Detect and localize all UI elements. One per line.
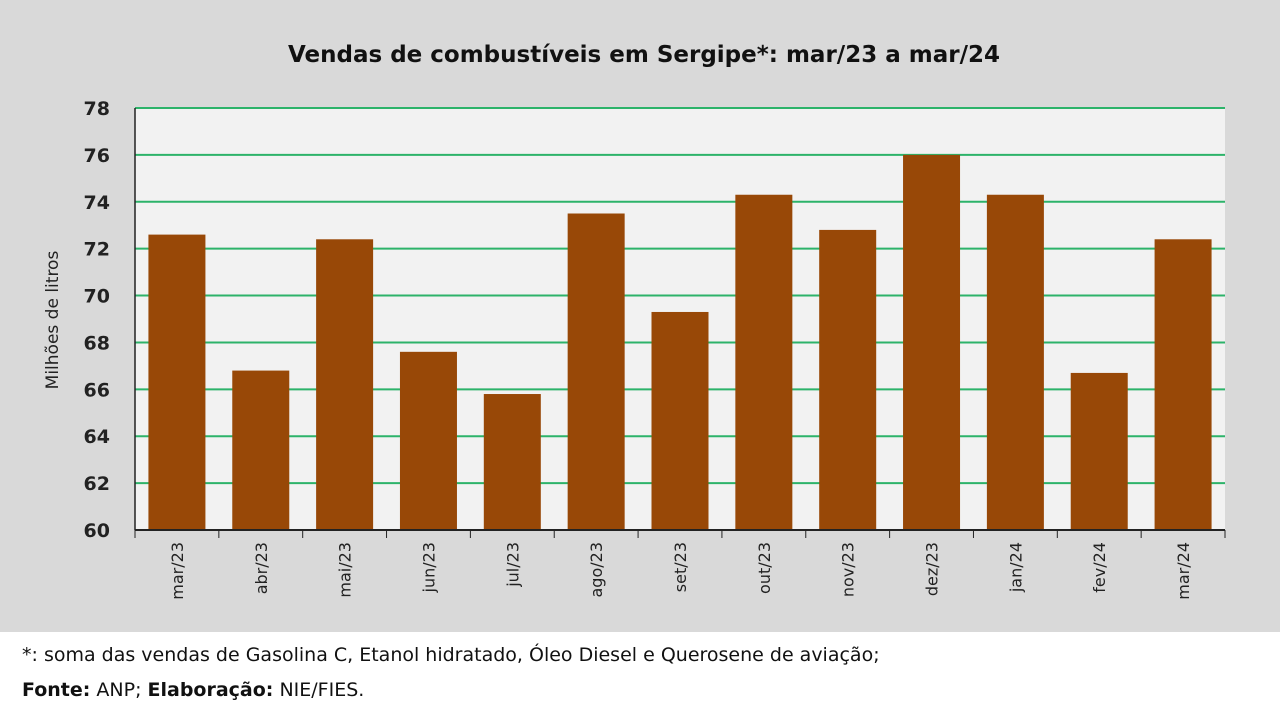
y-tick-label: 66	[84, 379, 110, 401]
bar-chart: Vendas de combustíveis em Sergipe*: mar/…	[43, 42, 1226, 600]
source-label: Fonte:	[22, 679, 91, 701]
elaboration-value: NIE/FIES.	[273, 679, 365, 701]
y-tick-label: 76	[84, 145, 110, 167]
bar-mai/23	[316, 239, 374, 531]
y-tick-label: 60	[84, 520, 110, 542]
x-tick-label: set/23	[671, 542, 690, 592]
source-value: ANP;	[90, 679, 148, 701]
x-tick-label: dez/23	[923, 542, 942, 596]
elaboration-label: Elaboração:	[147, 679, 274, 701]
x-tick-label: out/23	[755, 542, 774, 594]
footer: *: soma das vendas de Gasolina C, Etanol…	[0, 632, 1280, 720]
x-tick-label: mar/23	[168, 542, 187, 600]
bar-fev/24	[1070, 372, 1128, 530]
x-tick-label: fev/24	[1090, 542, 1109, 593]
bar-set/23	[651, 311, 709, 530]
y-tick-label: 72	[84, 239, 110, 261]
bar-jan/24	[986, 194, 1044, 530]
bar-dez/23	[903, 154, 961, 530]
bar-nov/23	[819, 229, 877, 530]
bar-abr/23	[232, 370, 290, 530]
y-tick-label: 70	[84, 286, 110, 308]
y-tick-label: 78	[84, 98, 110, 120]
x-tick-label: nov/23	[839, 542, 858, 597]
y-tick-label: 68	[84, 332, 110, 354]
x-tick-label: abr/23	[252, 542, 271, 594]
bar-mar/23	[148, 234, 206, 530]
y-axis-label: Milhões de litros	[43, 251, 63, 390]
bar-jun/23	[399, 351, 457, 530]
source-line: Fonte: ANP; Elaboração: NIE/FIES.	[22, 679, 364, 701]
y-tick-label: 64	[84, 426, 110, 448]
x-tick-label: mar/24	[1174, 542, 1193, 600]
bar-mar/24	[1154, 239, 1212, 531]
y-tick-label: 74	[84, 192, 110, 214]
x-tick-label: ago/23	[587, 542, 606, 598]
chart-title: Vendas de combustíveis em Sergipe*: mar/…	[288, 42, 1000, 68]
bar-jul/23	[483, 394, 541, 530]
x-tick-label: mai/23	[336, 542, 355, 598]
bar-out/23	[735, 194, 793, 530]
bar-ago/23	[567, 213, 625, 530]
y-tick-label: 62	[84, 473, 110, 495]
x-tick-label: jun/23	[419, 542, 438, 593]
x-tick-label: jul/23	[503, 542, 522, 588]
x-tick-label: jan/24	[1006, 542, 1025, 593]
footnote: *: soma das vendas de Gasolina C, Etanol…	[22, 644, 880, 666]
